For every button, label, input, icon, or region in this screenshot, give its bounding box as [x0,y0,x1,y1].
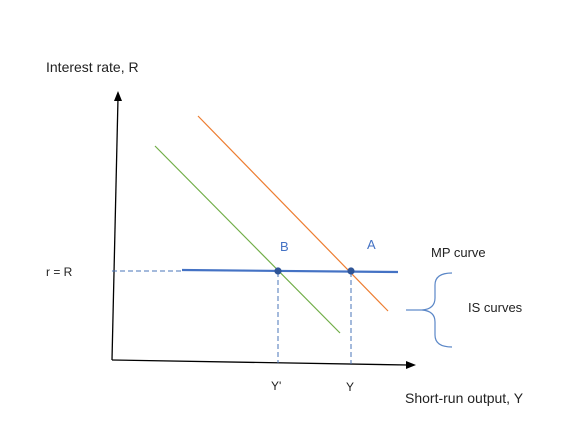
point-a-label: A [367,237,376,252]
y-axis [111,97,119,361]
mp-curve-label: MP curve [431,245,486,260]
x-axis [111,359,409,366]
y-prime-tick-label: Y' [271,379,281,393]
point-a [347,267,355,275]
x-axis-arrow-icon [406,361,416,369]
y-axis-arrow-icon [114,91,122,101]
y-axis-label: Interest rate, R [46,59,139,75]
r-equals-R-label: r = R [46,265,73,279]
mp-curve [181,268,399,274]
is-curves-brace-icon [421,272,453,348]
y-tick-label: Y [346,380,354,394]
is-curves-label: IS curves [468,300,523,315]
x-axis-label: Short-run output, Y [405,390,524,406]
is-curve-shifted [154,145,341,334]
point-b-label: B [280,239,289,254]
point-b [274,267,282,275]
is-curve-original [197,115,389,312]
